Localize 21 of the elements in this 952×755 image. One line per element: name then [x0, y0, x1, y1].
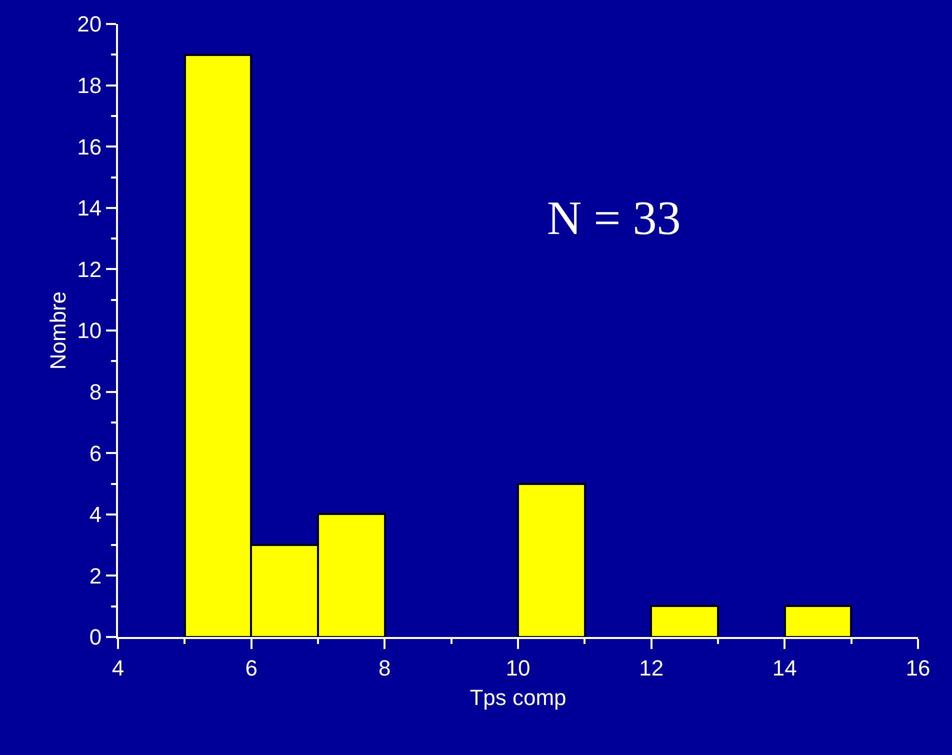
x-axis-title: Tps comp — [470, 684, 566, 710]
y-tick-label: 6 — [89, 440, 102, 466]
y-tick-label: 0 — [89, 624, 102, 650]
y-tick-label: 20 — [77, 12, 102, 37]
y-axis-title: Nombre — [45, 291, 70, 370]
y-tick-label: 18 — [77, 73, 102, 98]
y-tick-label: 8 — [89, 380, 102, 404]
x-tick-label: 16 — [906, 655, 930, 680]
x-tick-label: 8 — [378, 655, 391, 680]
y-tick-label: 4 — [89, 502, 102, 528]
y-tick-label: 10 — [77, 318, 102, 344]
y-tick-label: 12 — [77, 256, 102, 282]
y-tick-label: 16 — [77, 134, 102, 160]
x-tick-label: 12 — [639, 655, 664, 680]
x-tick-label: 14 — [772, 655, 797, 680]
x-tick-label: 6 — [245, 655, 258, 680]
y-tick-label: 14 — [77, 196, 102, 221]
y-tick-label: 2 — [89, 563, 102, 588]
annotation: N = 33 — [547, 192, 681, 245]
x-tick-label: 10 — [506, 655, 530, 680]
x-tick-label: 4 — [112, 655, 124, 680]
